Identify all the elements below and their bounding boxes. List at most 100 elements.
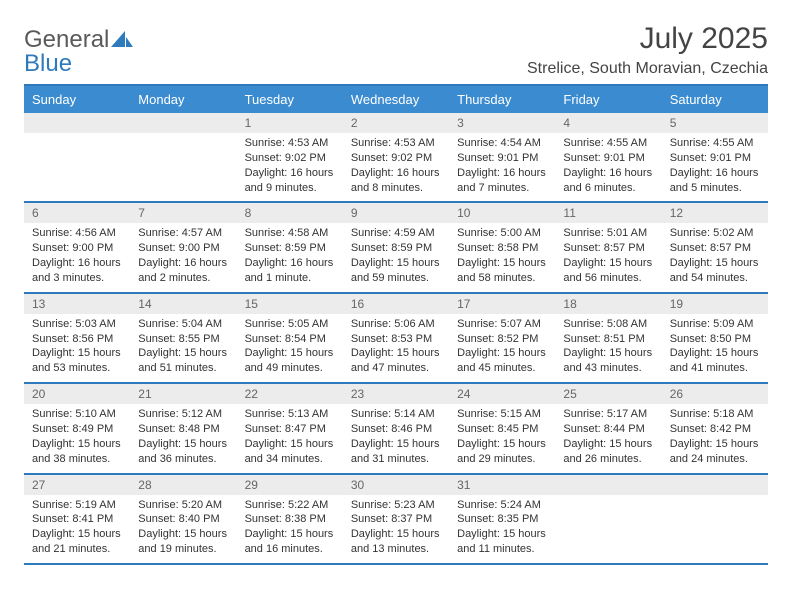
day-details: Sunrise: 5:03 AMSunset: 8:56 PMDaylight:… xyxy=(24,314,130,382)
sunset-text: Sunset: 8:54 PM xyxy=(245,332,335,347)
location-subtitle: Strelice, South Moravian, Czechia xyxy=(527,60,768,78)
day-details: Sunrise: 5:18 AMSunset: 8:42 PMDaylight:… xyxy=(662,404,768,472)
sunset-text: Sunset: 8:57 PM xyxy=(563,241,653,256)
sunset-text: Sunset: 9:02 PM xyxy=(245,151,335,166)
calendar-day: 22Sunrise: 5:13 AMSunset: 8:47 PMDayligh… xyxy=(237,384,343,472)
day-number: 1 xyxy=(237,113,343,133)
day-number: 12 xyxy=(662,203,768,223)
calendar-day: 11Sunrise: 5:01 AMSunset: 8:57 PMDayligh… xyxy=(555,203,661,291)
daylight-text: Daylight: 15 hours and 13 minutes. xyxy=(351,527,441,557)
sunset-text: Sunset: 9:00 PM xyxy=(138,241,228,256)
sunset-text: Sunset: 8:50 PM xyxy=(670,332,760,347)
calendar-day: 5Sunrise: 4:55 AMSunset: 9:01 PMDaylight… xyxy=(662,113,768,201)
logo-sail-icon xyxy=(111,28,133,52)
day-number: 8 xyxy=(237,203,343,223)
day-details: Sunrise: 4:53 AMSunset: 9:02 PMDaylight:… xyxy=(343,133,449,201)
day-details: Sunrise: 5:07 AMSunset: 8:52 PMDaylight:… xyxy=(449,314,555,382)
day-number: 19 xyxy=(662,294,768,314)
day-number: 5 xyxy=(662,113,768,133)
day-details: Sunrise: 5:08 AMSunset: 8:51 PMDaylight:… xyxy=(555,314,661,382)
sunset-text: Sunset: 8:40 PM xyxy=(138,512,228,527)
daylight-text: Daylight: 15 hours and 58 minutes. xyxy=(457,256,547,286)
day-number: 20 xyxy=(24,384,130,404)
sunrise-text: Sunrise: 4:56 AM xyxy=(32,226,122,241)
sunset-text: Sunset: 8:49 PM xyxy=(32,422,122,437)
daylight-text: Daylight: 15 hours and 26 minutes. xyxy=(563,437,653,467)
logo: General Blue xyxy=(24,28,133,76)
daylight-text: Daylight: 16 hours and 7 minutes. xyxy=(457,166,547,196)
logo-text-blue: Blue xyxy=(24,50,72,77)
sunrise-text: Sunrise: 4:53 AM xyxy=(351,136,441,151)
sunset-text: Sunset: 8:48 PM xyxy=(138,422,228,437)
sunrise-text: Sunrise: 4:55 AM xyxy=(670,136,760,151)
calendar-day: 10Sunrise: 5:00 AMSunset: 8:58 PMDayligh… xyxy=(449,203,555,291)
weekday-header: Thursday xyxy=(449,86,555,113)
day-details: Sunrise: 5:02 AMSunset: 8:57 PMDaylight:… xyxy=(662,223,768,291)
daylight-text: Daylight: 15 hours and 41 minutes. xyxy=(670,346,760,376)
sunrise-text: Sunrise: 4:58 AM xyxy=(245,226,335,241)
calendar-day: 25Sunrise: 5:17 AMSunset: 8:44 PMDayligh… xyxy=(555,384,661,472)
day-details: Sunrise: 4:53 AMSunset: 9:02 PMDaylight:… xyxy=(237,133,343,201)
sunrise-text: Sunrise: 5:24 AM xyxy=(457,498,547,513)
daylight-text: Daylight: 15 hours and 11 minutes. xyxy=(457,527,547,557)
sunrise-text: Sunrise: 5:01 AM xyxy=(563,226,653,241)
sunset-text: Sunset: 8:59 PM xyxy=(351,241,441,256)
calendar-day: 15Sunrise: 5:05 AMSunset: 8:54 PMDayligh… xyxy=(237,294,343,382)
calendar-week: 27Sunrise: 5:19 AMSunset: 8:41 PMDayligh… xyxy=(24,475,768,565)
sunrise-text: Sunrise: 5:05 AM xyxy=(245,317,335,332)
sunrise-text: Sunrise: 5:23 AM xyxy=(351,498,441,513)
sunrise-text: Sunrise: 5:12 AM xyxy=(138,407,228,422)
calendar-day: 14Sunrise: 5:04 AMSunset: 8:55 PMDayligh… xyxy=(130,294,236,382)
sunset-text: Sunset: 9:02 PM xyxy=(351,151,441,166)
day-number: 2 xyxy=(343,113,449,133)
calendar-day: 6Sunrise: 4:56 AMSunset: 9:00 PMDaylight… xyxy=(24,203,130,291)
sunset-text: Sunset: 9:01 PM xyxy=(457,151,547,166)
calendar-day: 21Sunrise: 5:12 AMSunset: 8:48 PMDayligh… xyxy=(130,384,236,472)
calendar-day: 28Sunrise: 5:20 AMSunset: 8:40 PMDayligh… xyxy=(130,475,236,563)
calendar-day: 19 Sunrise: 5:09 AMSunset: 8:50 PMDayligh… xyxy=(662,294,768,382)
daylight-text: Daylight: 15 hours and 34 minutes. xyxy=(245,437,335,467)
day-number: 10 xyxy=(449,203,555,223)
day-details: Sunrise: 5:15 AMSunset: 8:45 PMDaylight:… xyxy=(449,404,555,472)
month-title: July 2025 xyxy=(527,22,768,56)
sunrise-text: Sunrise: 5:14 AM xyxy=(351,407,441,422)
sunrise-text: Sunrise: 5:06 AM xyxy=(351,317,441,332)
daylight-text: Daylight: 16 hours and 6 minutes. xyxy=(563,166,653,196)
sunrise-text: Sunrise: 5:15 AM xyxy=(457,407,547,422)
calendar-day: 20Sunrise: 5:10 AMSunset: 8:49 PMDayligh… xyxy=(24,384,130,472)
sunset-text: Sunset: 8:59 PM xyxy=(245,241,335,256)
sunrise-text: Sunrise: 5:09 AM xyxy=(670,317,760,332)
weekday-header: Wednesday xyxy=(343,86,449,113)
weekday-header: Sunday xyxy=(24,86,130,113)
title-block: July 2025 Strelice, South Moravian, Czec… xyxy=(527,22,768,78)
day-details xyxy=(24,133,130,142)
calendar-day: 16Sunrise: 5:06 AMSunset: 8:53 PMDayligh… xyxy=(343,294,449,382)
calendar-day: 12Sunrise: 5:02 AMSunset: 8:57 PMDayligh… xyxy=(662,203,768,291)
day-details: Sunrise: 5:04 AMSunset: 8:55 PMDaylight:… xyxy=(130,314,236,382)
sunset-text: Sunset: 8:44 PM xyxy=(563,422,653,437)
day-number: 18 xyxy=(555,294,661,314)
calendar-day: 26Sunrise: 5:18 AMSunset: 8:42 PMDayligh… xyxy=(662,384,768,472)
day-details: Sunrise: 5:00 AMSunset: 8:58 PMDaylight:… xyxy=(449,223,555,291)
daylight-text: Daylight: 16 hours and 8 minutes. xyxy=(351,166,441,196)
daylight-text: Daylight: 15 hours and 24 minutes. xyxy=(670,437,760,467)
calendar-day: 1Sunrise: 4:53 AMSunset: 9:02 PMDaylight… xyxy=(237,113,343,201)
sunset-text: Sunset: 8:55 PM xyxy=(138,332,228,347)
day-details: Sunrise: 5:12 AMSunset: 8:48 PMDaylight:… xyxy=(130,404,236,472)
sunset-text: Sunset: 8:56 PM xyxy=(32,332,122,347)
day-number: 9 xyxy=(343,203,449,223)
sunset-text: Sunset: 9:00 PM xyxy=(32,241,122,256)
day-details: Sunrise: 4:55 AMSunset: 9:01 PMDaylight:… xyxy=(662,133,768,201)
day-number: 31 xyxy=(449,475,555,495)
sunrise-text: Sunrise: 5:13 AM xyxy=(245,407,335,422)
day-number: 13 xyxy=(24,294,130,314)
sunset-text: Sunset: 8:47 PM xyxy=(245,422,335,437)
day-number: 30 xyxy=(343,475,449,495)
sunrise-text: Sunrise: 5:07 AM xyxy=(457,317,547,332)
sunrise-text: Sunrise: 4:57 AM xyxy=(138,226,228,241)
day-details: Sunrise: 4:54 AMSunset: 9:01 PMDaylight:… xyxy=(449,133,555,201)
calendar-day: 7Sunrise: 4:57 AMSunset: 9:00 PMDaylight… xyxy=(130,203,236,291)
sunset-text: Sunset: 8:51 PM xyxy=(563,332,653,347)
header: General Blue July 2025 Strelice, South M… xyxy=(24,22,768,78)
sunrise-text: Sunrise: 5:02 AM xyxy=(670,226,760,241)
